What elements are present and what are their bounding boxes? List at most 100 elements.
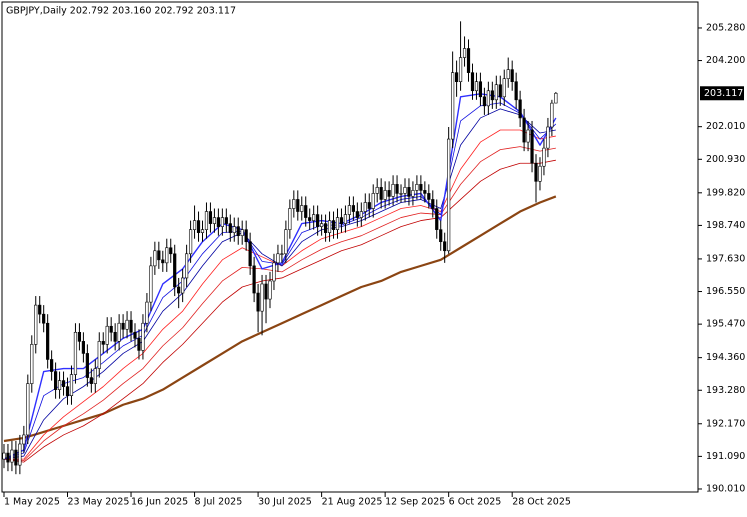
candle-body bbox=[323, 223, 328, 233]
candle-body bbox=[550, 102, 554, 128]
candle-body bbox=[478, 81, 483, 98]
x-tick-label: 6 Oct 2025 bbox=[449, 497, 502, 508]
candle-body bbox=[280, 253, 284, 255]
moving-average bbox=[3, 102, 557, 460]
y-tick-label: 190.010 bbox=[706, 483, 745, 494]
candle-body bbox=[65, 386, 70, 396]
candle-body bbox=[145, 301, 149, 324]
candle-body bbox=[181, 277, 185, 294]
candle-body bbox=[455, 72, 459, 83]
candle-body bbox=[482, 96, 486, 107]
candle-body bbox=[97, 341, 101, 369]
y-tick-label: 200.930 bbox=[706, 154, 745, 165]
candle-body bbox=[462, 48, 467, 58]
candle-body bbox=[30, 344, 34, 384]
candle-body bbox=[50, 359, 54, 372]
x-tick-label: 1 May 2025 bbox=[4, 497, 60, 508]
candle-body bbox=[248, 241, 252, 267]
candle-body bbox=[415, 184, 419, 191]
candle-body bbox=[149, 265, 153, 303]
candle-body bbox=[6, 452, 10, 463]
candle-body bbox=[18, 443, 22, 466]
candle-body bbox=[42, 313, 46, 324]
candle-body bbox=[188, 229, 193, 255]
candle-body bbox=[395, 184, 399, 194]
candle-body bbox=[447, 138, 451, 252]
candle-body bbox=[77, 331, 82, 342]
candle-body bbox=[288, 208, 292, 230]
candle-body bbox=[554, 92, 558, 104]
candle-body bbox=[260, 283, 264, 312]
y-tick-label: 199.820 bbox=[706, 187, 745, 198]
candle-body bbox=[240, 229, 244, 236]
x-tick-label: 30 Jul 2025 bbox=[258, 497, 312, 508]
candle-body bbox=[224, 217, 228, 224]
candle-body bbox=[208, 211, 213, 224]
candle-body bbox=[474, 81, 479, 92]
candle-body bbox=[407, 187, 411, 197]
candle-body bbox=[379, 187, 383, 200]
candle-body bbox=[121, 322, 125, 330]
candle-body bbox=[335, 217, 340, 230]
plot-frame bbox=[1, 1, 699, 493]
candle-body bbox=[494, 84, 498, 101]
candle-body bbox=[458, 57, 463, 83]
candle-body bbox=[113, 331, 117, 342]
candle-body bbox=[101, 341, 105, 345]
candle-body bbox=[284, 229, 288, 255]
candle-body bbox=[518, 99, 522, 119]
candle-body bbox=[470, 72, 475, 92]
candle-body bbox=[57, 380, 62, 390]
candle-body bbox=[220, 217, 224, 227]
candle-body bbox=[300, 205, 304, 212]
candle-body bbox=[204, 211, 209, 230]
candle-body bbox=[466, 48, 471, 73]
candle-body bbox=[355, 211, 359, 218]
candle-body bbox=[403, 187, 407, 194]
y-tick-label: 197.630 bbox=[706, 253, 745, 264]
candle-body bbox=[157, 250, 161, 261]
candle-body bbox=[129, 319, 133, 333]
candle-body bbox=[177, 286, 181, 294]
candle-body bbox=[38, 304, 42, 315]
candle-body bbox=[236, 226, 240, 236]
y-tick-label: 204.200 bbox=[706, 55, 745, 66]
candle-body bbox=[212, 217, 217, 224]
x-tick-label: 23 May 2025 bbox=[68, 497, 130, 508]
candle-body bbox=[22, 434, 26, 445]
candle-body bbox=[316, 214, 320, 227]
candle-body bbox=[502, 78, 506, 98]
candle-body bbox=[339, 217, 344, 224]
candle-body bbox=[93, 368, 97, 384]
candle-body bbox=[514, 81, 518, 101]
candle-body bbox=[292, 199, 296, 209]
candle-body bbox=[196, 220, 201, 233]
candle-body bbox=[200, 229, 205, 233]
candle-body bbox=[443, 241, 447, 252]
candle-body bbox=[216, 217, 220, 227]
candle-body bbox=[542, 147, 546, 167]
candle-body bbox=[347, 205, 352, 215]
candle-body bbox=[367, 202, 371, 209]
candle-body bbox=[359, 211, 363, 218]
candle-body bbox=[165, 247, 169, 264]
y-tick-label: 192.170 bbox=[706, 418, 745, 429]
candle-body bbox=[304, 205, 308, 218]
candle-body bbox=[538, 165, 542, 182]
candle-body bbox=[14, 449, 18, 466]
candle-body bbox=[69, 374, 74, 396]
candle-body bbox=[2, 452, 6, 460]
candle-body bbox=[161, 259, 165, 264]
candle-body bbox=[264, 283, 268, 300]
candle-body bbox=[510, 69, 514, 83]
candle-body bbox=[490, 90, 494, 101]
candle-body bbox=[141, 322, 145, 351]
candle-body bbox=[125, 319, 129, 330]
candle-body bbox=[81, 341, 85, 354]
candle-body bbox=[375, 187, 379, 194]
candle-body bbox=[343, 214, 348, 224]
candle-body bbox=[85, 353, 89, 378]
candle-body bbox=[10, 449, 14, 463]
